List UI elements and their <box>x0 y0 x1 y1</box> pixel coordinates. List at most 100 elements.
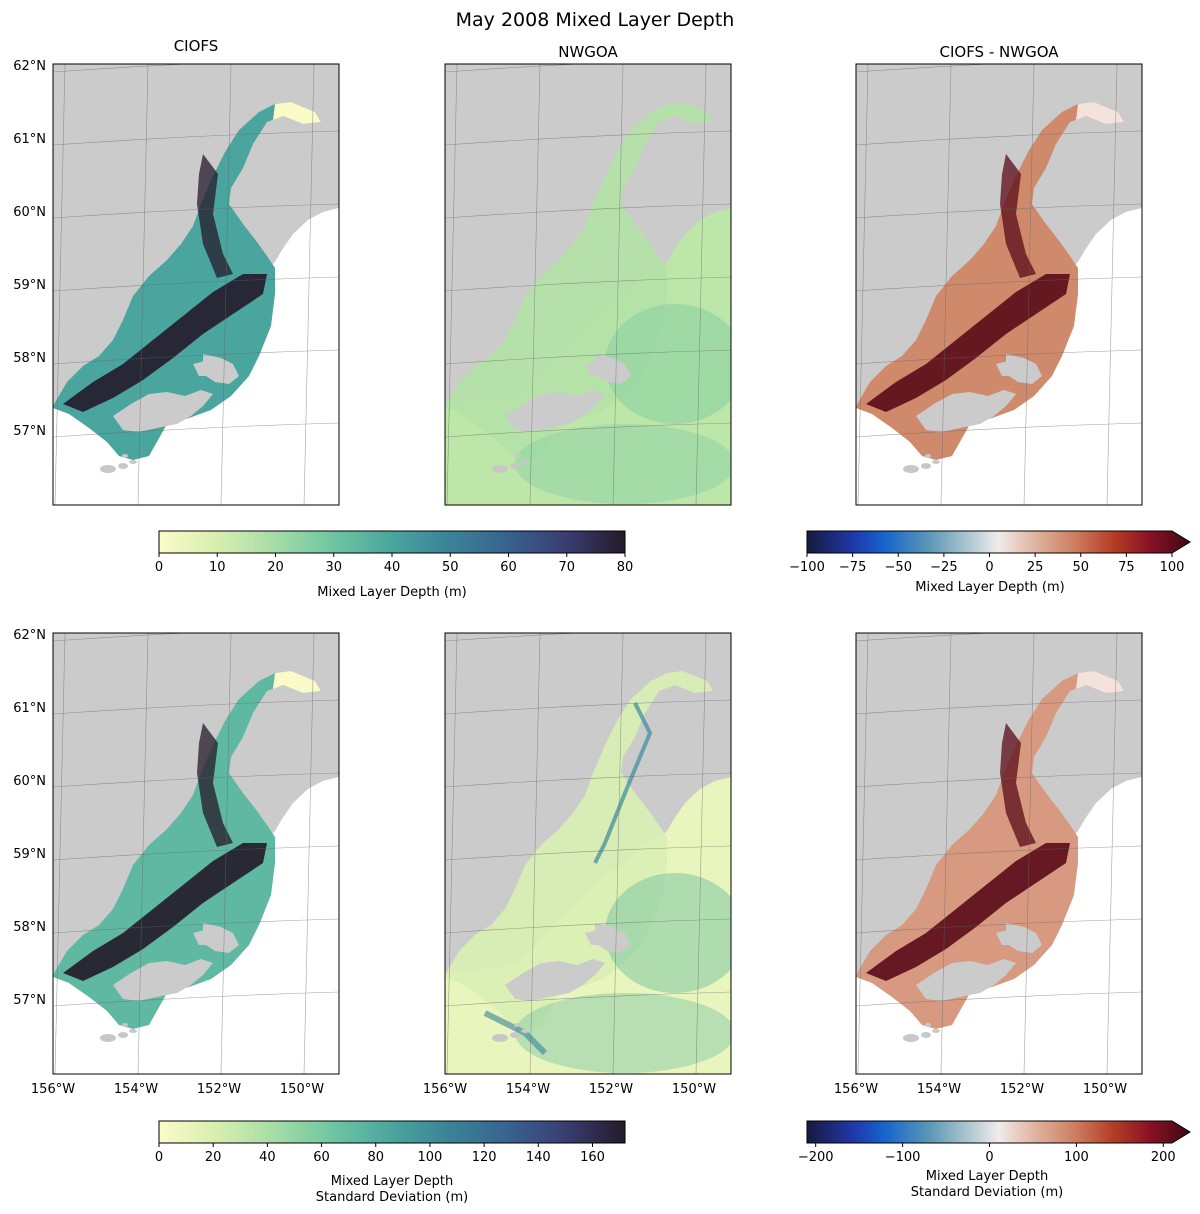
land-kodiak <box>916 390 1016 432</box>
colorbar-tick-label: 0 <box>985 560 993 575</box>
panel-frame <box>444 63 732 506</box>
colorbar-gradient <box>806 1120 1191 1144</box>
colorbar-sd-diff: −200 −100 0 100 200 Mixed Layer Depth Standa… <box>798 1120 1191 1200</box>
field-patch <box>605 304 731 424</box>
colorbar-tick-label: 0 <box>155 560 163 575</box>
colorbar-tick-label: 0 <box>155 1150 163 1165</box>
small-island <box>118 1032 128 1038</box>
small-island <box>925 1023 931 1027</box>
colorbar-tick-label: 100 <box>1064 1150 1089 1165</box>
graticule <box>856 64 1142 505</box>
map-panel-diff <box>855 63 1143 506</box>
ocean-area <box>1076 208 1142 505</box>
lat-label: 62°N <box>13 628 46 643</box>
colorbar-tick-label: −200 <box>798 1150 834 1165</box>
small-island <box>932 1029 940 1033</box>
deep-core <box>866 843 1070 981</box>
column-title-nwgoa: NWGOA <box>558 43 618 61</box>
small-island <box>921 1032 931 1038</box>
panel-frame <box>52 63 340 506</box>
small-island <box>921 463 931 469</box>
lon-label: 154°W <box>917 1082 961 1097</box>
colorbar-tick-label: 20 <box>205 1150 222 1165</box>
colorbar-tick-label: 160 <box>580 1150 605 1165</box>
lat-label: 61°N <box>13 132 46 147</box>
land-island <box>193 360 217 376</box>
small-island <box>925 454 931 458</box>
panel-frame <box>444 632 732 1075</box>
colorbar-tick-label: −25 <box>930 560 957 575</box>
colorbar-tick-label: 0 <box>985 1150 993 1165</box>
field-patch <box>605 873 731 993</box>
small-island <box>510 1032 520 1038</box>
field-streak <box>593 702 653 864</box>
small-island <box>100 1034 116 1042</box>
land-kodiak <box>916 959 1016 1001</box>
lat-label: 59°N <box>13 278 46 293</box>
colorbar-mld-diff: −100 −75 −50 −25 0 25 50 75 100 Mixed Layer Dept… <box>789 530 1191 595</box>
deep-channel <box>197 154 233 278</box>
graticule <box>856 633 1142 1074</box>
colorbar-tick-label: 40 <box>384 560 401 575</box>
land-island <box>1006 354 1042 384</box>
ocean-area <box>273 208 339 505</box>
colorbar-tick-label: −75 <box>839 560 866 575</box>
small-island <box>118 463 128 469</box>
graticule <box>53 633 339 1074</box>
land-island <box>595 354 631 384</box>
colorbar-tick-label: 60 <box>500 560 517 575</box>
deep-channel <box>1000 154 1036 278</box>
colorbar-label: Mixed Layer Depth (m) <box>915 580 1064 595</box>
lat-label: 60°N <box>13 774 46 789</box>
map-panel-ciofs <box>52 63 340 506</box>
small-island <box>903 1034 919 1042</box>
column-title-ciofs: CIOFS <box>174 37 219 55</box>
deep-core <box>866 274 1070 412</box>
column-title-diff: CIOFS - NWGOA <box>939 43 1059 61</box>
ocean-area <box>273 777 339 1074</box>
lat-label: 61°N <box>13 701 46 716</box>
deep-channel <box>1000 723 1036 847</box>
lon-label: 152°W <box>1000 1082 1044 1097</box>
map-panel-ciofs <box>52 632 340 1075</box>
figure-title: May 2008 Mixed Layer Depth <box>456 9 735 31</box>
lon-label: 152°W <box>589 1082 633 1097</box>
small-island <box>521 460 529 464</box>
small-island <box>903 465 919 473</box>
colorbar-tick-label: −100 <box>885 1150 921 1165</box>
map-panel-diff <box>855 632 1143 1075</box>
colorbar-tick-label: 80 <box>617 560 634 575</box>
colorbar-tick-label: 140 <box>526 1150 551 1165</box>
lon-labels: 156°W 154°W 152°W 150°W 156°W 154°W 152°… <box>31 1082 1127 1097</box>
colorbar-label: Mixed Layer Depth <box>331 1174 453 1189</box>
colorbar-tick-label: 40 <box>259 1150 276 1165</box>
small-island <box>521 1029 529 1033</box>
colorbar-tick-label: 100 <box>418 1150 443 1165</box>
small-island <box>514 1023 520 1027</box>
small-island <box>129 1029 137 1033</box>
land-island <box>996 929 1020 945</box>
graticule <box>53 64 339 505</box>
lon-label: 150°W <box>1083 1082 1127 1097</box>
colorbar-tick-label: 30 <box>325 560 342 575</box>
lat-labels-bottom: 62°N 61°N 60°N 59°N 58°N 57°N <box>13 628 46 1008</box>
colorbar-label: Standard Deviation (m) <box>911 1185 1063 1200</box>
colorbar-gradient <box>806 530 1191 554</box>
colorbar-tick-label: 120 <box>472 1150 497 1165</box>
lat-label: 62°N <box>13 59 46 74</box>
colorbar-tick-label: 200 <box>1151 1150 1176 1165</box>
land-island <box>1006 923 1042 953</box>
colorbar-mld: 0 10 20 30 40 50 60 70 80 Mixed Layer Depth (m) <box>155 530 634 600</box>
colorbar-sd: 0 20 40 60 80 100 120 140 160 Mixed Layer Depth … <box>155 1120 626 1205</box>
inlet-water <box>445 671 713 1029</box>
lat-label: 58°N <box>13 351 46 366</box>
lat-label: 57°N <box>13 424 46 439</box>
colorbar-label: Mixed Layer Depth <box>926 1169 1048 1184</box>
colorbar-gradient <box>158 530 626 554</box>
land-kodiak <box>113 959 213 1001</box>
small-island <box>510 463 520 469</box>
small-island <box>492 465 508 473</box>
small-island <box>514 454 520 458</box>
small-island <box>932 460 940 464</box>
lat-label: 59°N <box>13 847 46 862</box>
